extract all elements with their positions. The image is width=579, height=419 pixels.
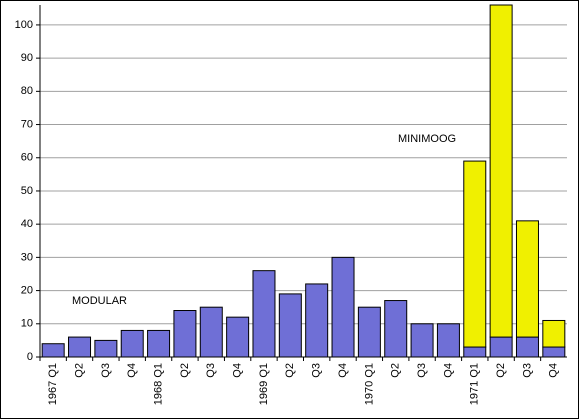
bar-segment xyxy=(463,346,487,358)
bar-segment xyxy=(436,323,460,358)
bar-segment xyxy=(384,300,408,358)
series-label: MODULAR xyxy=(72,295,127,307)
x-tick-label: 1970 Q1 xyxy=(363,363,375,405)
x-tick-label: Q4 xyxy=(548,363,560,378)
bar-segment xyxy=(542,346,566,358)
x-tick-label: 1967 Q1 xyxy=(47,363,59,405)
x-tick-label: Q3 xyxy=(100,363,112,378)
y-tick-label: 20 xyxy=(21,284,33,296)
y-tick-label: 30 xyxy=(21,251,33,263)
series-label: MINIMOOG xyxy=(398,133,456,145)
bar-segment xyxy=(515,220,539,338)
bar-segment xyxy=(226,316,250,358)
bar-segment xyxy=(463,160,487,348)
x-tick-label: Q2 xyxy=(179,363,191,378)
bar-segment xyxy=(199,306,223,358)
y-tick-label: 40 xyxy=(21,218,33,230)
y-tick-label: 0 xyxy=(27,351,33,363)
x-tick-label: Q2 xyxy=(390,363,402,378)
bar-segment xyxy=(252,270,276,358)
x-tick-label: Q2 xyxy=(284,363,296,378)
x-tick-label: Q3 xyxy=(311,363,323,378)
bar-segment xyxy=(489,336,513,358)
bar-segment xyxy=(41,343,65,358)
bar-segment xyxy=(357,306,381,358)
x-tick-label: Q2 xyxy=(495,363,507,378)
y-tick-label: 90 xyxy=(21,52,33,64)
x-tick-label: Q3 xyxy=(416,363,428,378)
bar-segment xyxy=(120,329,144,358)
x-tick-label: Q3 xyxy=(521,363,533,378)
y-tick-label: 80 xyxy=(21,85,33,97)
bar-segment xyxy=(278,293,302,358)
x-tick-label: Q4 xyxy=(232,363,244,378)
bar-segment xyxy=(173,310,197,358)
bars xyxy=(41,4,566,358)
x-tick-label: 1971 Q1 xyxy=(469,363,481,405)
x-tick-label: 1968 Q1 xyxy=(152,363,164,405)
y-tick-label: 70 xyxy=(21,118,33,130)
y-tick-label: 50 xyxy=(21,185,33,197)
y-tick-label: 100 xyxy=(15,19,33,31)
x-tick-label: Q3 xyxy=(205,363,217,378)
bar-segment xyxy=(410,323,434,358)
x-tick-label: Q4 xyxy=(337,363,349,378)
bar-segment xyxy=(489,4,513,338)
x-tick-label: Q4 xyxy=(442,363,454,378)
bar-segment xyxy=(305,283,329,358)
x-tick-label: 1969 Q1 xyxy=(258,363,270,405)
bar-segment xyxy=(542,319,566,348)
bar-segment xyxy=(515,336,539,358)
y-tick-label: 10 xyxy=(21,318,33,330)
bar-segment xyxy=(331,256,355,358)
y-tick-label: 60 xyxy=(21,152,33,164)
bar-segment xyxy=(147,329,171,358)
labels: 0 10 20 30 40 50 60 70 80 90 100 1967 Q1 Q2 Q3 Q4 1968 … xyxy=(15,19,560,405)
x-tick-label: Q2 xyxy=(73,363,85,378)
bar-segment xyxy=(68,336,92,358)
bar-segment xyxy=(94,339,118,358)
x-tick-label: Q4 xyxy=(126,363,138,378)
